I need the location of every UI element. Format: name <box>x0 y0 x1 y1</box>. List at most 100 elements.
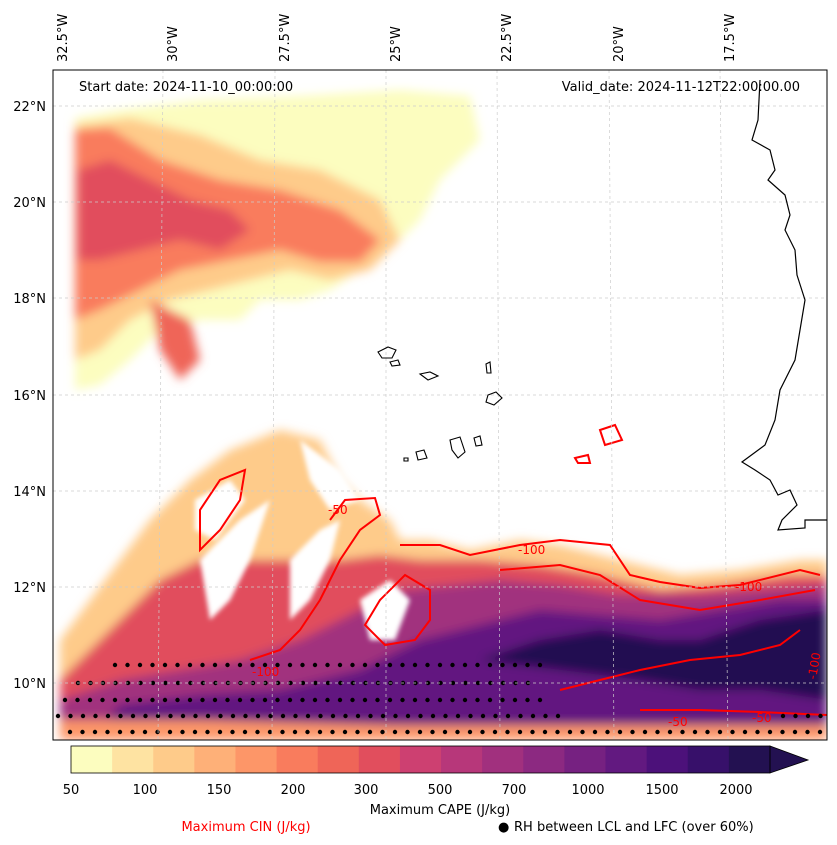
rh-dot <box>262 697 268 703</box>
rh-dot <box>667 729 673 735</box>
rh-dot <box>287 697 293 703</box>
rh-dot <box>205 713 211 719</box>
rh-dot <box>317 729 323 735</box>
lat-label: 22°N <box>13 100 46 115</box>
rh-dot <box>80 713 86 719</box>
rh-dot <box>480 713 486 719</box>
rh-dot <box>200 662 205 668</box>
rh-dot <box>375 662 380 668</box>
rh-dot <box>262 662 268 668</box>
contour-label: -100 <box>518 543 545 557</box>
rh-dot <box>680 729 685 735</box>
rh-dot <box>325 697 330 703</box>
colorbar-swatch <box>153 746 195 773</box>
colorbar-swatch <box>605 746 648 773</box>
colorbar-swatch <box>482 746 524 773</box>
rh-dot <box>468 713 473 719</box>
colorbar-extend-arrow <box>769 745 810 774</box>
rh-dot <box>130 713 136 719</box>
rh-dot <box>100 697 105 703</box>
rh-dot <box>805 713 811 719</box>
lat-label: 18°N <box>13 292 46 307</box>
rh-dot <box>325 680 331 686</box>
rh-dot <box>380 713 386 719</box>
rh-dot <box>250 662 255 668</box>
rh-dot <box>130 729 135 735</box>
rh-dot <box>450 697 455 703</box>
contour-label: -100 <box>735 580 762 594</box>
rh-dot <box>92 729 98 735</box>
rh-dot <box>300 680 306 686</box>
rh-dot <box>225 662 230 668</box>
rh-dot <box>267 729 273 735</box>
colorbar-ticks: 50 100 150 200 300 500 700 1000 1500 200… <box>63 783 753 798</box>
rh-dot <box>162 662 168 668</box>
rh-dot <box>475 697 480 703</box>
rh-dot <box>300 662 305 668</box>
rh-dot <box>767 729 773 735</box>
rh-dot <box>367 729 373 735</box>
rh-dot <box>567 729 573 735</box>
rh-dot <box>192 729 198 735</box>
rh-dot <box>455 729 460 735</box>
lon-label: 30°W <box>166 26 181 62</box>
rh-dot <box>530 713 536 719</box>
rh-dot <box>243 713 248 719</box>
contour-label: -100 <box>805 651 824 680</box>
rh-dot <box>188 680 193 686</box>
lat-label: 10°N <box>13 677 46 692</box>
rh-dot <box>505 729 510 735</box>
rh-dot <box>293 713 298 719</box>
coastline <box>740 79 827 531</box>
rh-dot <box>438 680 443 686</box>
colorbar-tick: 700 <box>502 783 527 798</box>
rh-dot <box>387 662 393 668</box>
rh-dot <box>792 729 798 735</box>
latitude-labels: 22°N 20°N 18°N 16°N 14°N 12°N 10°N <box>13 100 46 692</box>
rh-dot <box>80 729 85 735</box>
map-frame <box>52 69 828 741</box>
rh-dot <box>717 729 723 735</box>
rh-dot <box>480 729 485 735</box>
rh-dot <box>642 729 648 735</box>
rh-dot <box>155 713 161 719</box>
rh-dot <box>630 729 635 735</box>
rh-dot <box>412 697 418 703</box>
rh-dot <box>268 713 273 719</box>
rh-dot <box>312 697 318 703</box>
rh-dot <box>155 729 160 735</box>
rh-dot <box>150 662 155 668</box>
colorbar-swatch <box>112 746 154 773</box>
rh-dot <box>355 713 361 719</box>
rh-dot <box>237 697 243 703</box>
rh-dot <box>280 729 285 735</box>
rh-dot <box>487 662 493 668</box>
rh-dot <box>75 697 80 703</box>
rh-dot <box>488 680 493 686</box>
colorbar-swatch <box>399 746 442 773</box>
colorbar-tick: 150 <box>207 783 232 798</box>
rh-dot <box>337 662 343 668</box>
colorbar-label: Maximum CAPE (J/kg) <box>370 803 510 818</box>
rh-dot <box>512 697 518 703</box>
rh-dot <box>517 729 523 735</box>
rh-dot <box>180 729 185 735</box>
rh-dot <box>305 713 311 719</box>
rh-dot <box>187 662 193 668</box>
rh-dot <box>755 729 760 735</box>
rh-legend-symbol: ● <box>498 820 509 835</box>
colorbar-tick: 50 <box>63 783 80 798</box>
rh-dot <box>430 713 436 719</box>
rh-dot <box>492 729 498 735</box>
rh-dot <box>117 729 123 735</box>
rh-dot <box>105 713 111 719</box>
rh-dot <box>350 697 355 703</box>
rh-dot <box>343 713 348 719</box>
rh-dot <box>542 729 548 735</box>
rh-dot <box>405 729 410 735</box>
rh-dot <box>742 729 748 735</box>
colorbar-swatch <box>728 746 771 773</box>
rh-dot <box>288 680 293 686</box>
rh-dot <box>325 662 330 668</box>
rh-dot <box>467 729 473 735</box>
